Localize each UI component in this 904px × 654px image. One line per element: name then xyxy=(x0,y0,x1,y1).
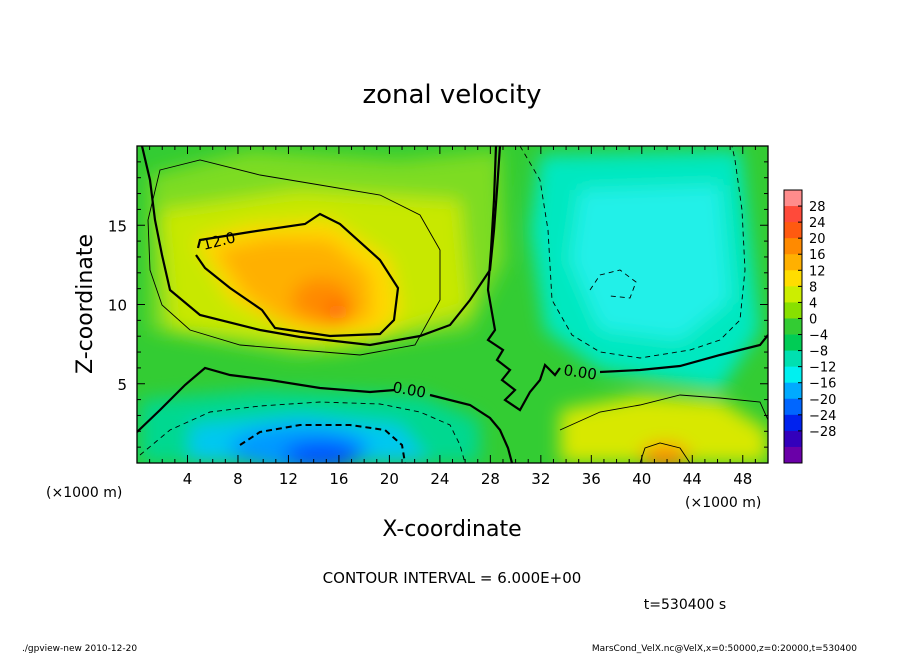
x-tick-label: 8 xyxy=(233,470,243,488)
contour-six-lower xyxy=(559,394,768,463)
colorbar-label: 24 xyxy=(809,216,826,231)
contour-12 xyxy=(195,212,400,338)
colorbar-label: −8 xyxy=(809,345,828,360)
colorbar-swatch xyxy=(784,206,802,223)
colorbar-swatch xyxy=(784,334,802,351)
colorbar-label: 0 xyxy=(809,312,817,327)
colorbar-swatch xyxy=(784,430,802,448)
colorbar-swatch xyxy=(784,190,802,207)
x-tick-label: 20 xyxy=(380,470,399,488)
colorbar-label: −12 xyxy=(809,361,836,376)
time-label: t=530400 s xyxy=(644,597,726,613)
x-tick-label: 4 xyxy=(183,470,193,488)
contour-neg6-swirl xyxy=(589,269,637,299)
y-tick-label: 10 xyxy=(108,297,127,315)
y-axis-ticks: 5 10 15 xyxy=(108,145,768,464)
x-axis-unit-left: (×1000 m) xyxy=(46,485,122,501)
x-tick-label: 48 xyxy=(733,470,752,488)
x-axis-unit-right: (×1000 m) xyxy=(685,495,761,511)
contour-neg6-cyan xyxy=(519,146,746,359)
colorbar-swatch xyxy=(784,446,802,464)
colorbar-swatch xyxy=(784,350,802,368)
contour-label-zero-left: 0.00 xyxy=(391,378,427,402)
colorbar-label: 20 xyxy=(809,232,826,247)
colorbar-label: −20 xyxy=(809,393,836,408)
field-region-red-core xyxy=(326,303,350,321)
colorbar-label: −24 xyxy=(809,409,836,424)
colorbar-label: 12 xyxy=(809,264,826,279)
colorbar-label: 28 xyxy=(809,200,826,215)
contour-six-upper xyxy=(147,159,441,356)
field-region-light-cyan xyxy=(570,185,730,340)
colorbar-swatch xyxy=(784,222,802,239)
x-tick-label: 24 xyxy=(430,470,449,488)
colorbar-swatch xyxy=(784,254,802,271)
contour-lines xyxy=(137,146,768,463)
field-region-lower-orange xyxy=(641,444,689,463)
colorbar-swatch xyxy=(784,366,802,384)
colorbar-frame xyxy=(783,189,803,464)
colorbar-swatch xyxy=(784,414,802,432)
plot-area xyxy=(137,146,768,463)
contour-interval-text: CONTOUR INTERVAL = 6.000E+00 xyxy=(323,569,582,587)
colorbar-swatch xyxy=(784,286,802,303)
x-axis-label: X-coordinate xyxy=(382,517,521,542)
chart-title: zonal velocity xyxy=(362,80,541,110)
colorbar-label: 8 xyxy=(809,280,817,295)
x-tick-label: 44 xyxy=(683,470,702,488)
colorbar-label: −16 xyxy=(809,377,836,392)
footer-right: MarsCond_VelX.nc@VelX,x=0:50000,z=0:2000… xyxy=(592,644,857,654)
x-tick-label: 16 xyxy=(329,470,348,488)
colorbar-swatch xyxy=(784,270,802,287)
contour-neg12-lower xyxy=(239,424,406,463)
field-region-deep-blue xyxy=(284,441,360,463)
colorbar-label: −28 xyxy=(809,425,836,440)
colorbar-swatch xyxy=(784,318,802,335)
x-axis-ticks: 4 8 12 16 20 24 28 32 36 40 44 48 xyxy=(136,146,769,488)
colorbar-swatch xyxy=(784,382,802,400)
colorbar-swatch xyxy=(784,238,802,255)
contour-label-zero-right: 0.00 xyxy=(562,361,598,383)
y-axis-label: Z-coordinate xyxy=(73,234,98,374)
x-tick-label: 32 xyxy=(531,470,550,488)
x-tick-label: 40 xyxy=(632,470,651,488)
colorbar xyxy=(783,189,803,464)
colorbar-swatch xyxy=(784,302,802,319)
field-region-lower-yellow xyxy=(560,395,768,463)
contour-zero-middle xyxy=(137,366,514,463)
contour-zero-jagged xyxy=(486,146,768,412)
colorbar-swatch xyxy=(784,398,802,416)
y-tick-label: 5 xyxy=(117,376,127,394)
x-tick-label: 36 xyxy=(582,470,601,488)
footer-left: ./gpview-new 2010-12-20 xyxy=(22,644,137,654)
x-tick-label: 28 xyxy=(481,470,500,488)
colorbar-label: −4 xyxy=(809,329,828,344)
x-tick-label: 12 xyxy=(279,470,298,488)
colorbar-label: 4 xyxy=(809,296,817,311)
colorbar-label: 16 xyxy=(809,248,826,263)
y-tick-label: 15 xyxy=(108,217,127,235)
